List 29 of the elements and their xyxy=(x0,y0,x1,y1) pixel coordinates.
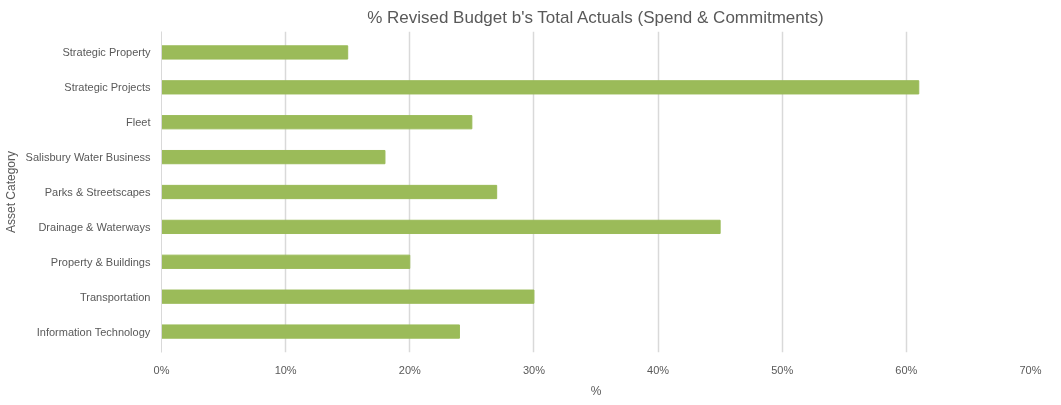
x-tick-label: 60% xyxy=(895,363,918,376)
y-tick-label: Salisbury Water Business xyxy=(25,151,151,164)
y-tick-label: Property & Buildings xyxy=(50,255,151,268)
y-tick-label: Strategic Property xyxy=(62,46,151,59)
x-tick-label: 10% xyxy=(274,363,297,376)
y-tick-label: Drainage & Waterways xyxy=(38,220,151,233)
y-tick-label: Fleet xyxy=(126,116,151,129)
bar xyxy=(161,149,386,165)
x-tick-label: 70% xyxy=(1019,363,1042,376)
y-tick-label: Strategic Projects xyxy=(64,81,151,94)
y-axis-title: Asset Category xyxy=(3,150,18,234)
bar xyxy=(161,254,411,269)
bar xyxy=(161,289,535,304)
x-tick-label: 50% xyxy=(771,363,794,376)
x-tick-label: 30% xyxy=(522,363,546,376)
y-tick-label: Transportation xyxy=(79,290,151,303)
x-tick-label: 40% xyxy=(647,363,670,376)
x-tick-label: 0% xyxy=(153,363,170,376)
bar xyxy=(161,184,498,200)
chart-title: % Revised Budget b's Total Actuals (Spend & Commitments) xyxy=(367,7,824,27)
bar xyxy=(161,324,460,339)
bar xyxy=(161,45,349,60)
x-tick-label: 20% xyxy=(398,363,422,376)
x-axis-title: % xyxy=(590,383,602,398)
bar xyxy=(161,115,473,130)
y-tick-label: Parks & Streetscapes xyxy=(44,186,151,198)
bar xyxy=(161,80,920,95)
bar xyxy=(161,219,721,235)
y-tick-label: Information Technology xyxy=(36,325,151,338)
